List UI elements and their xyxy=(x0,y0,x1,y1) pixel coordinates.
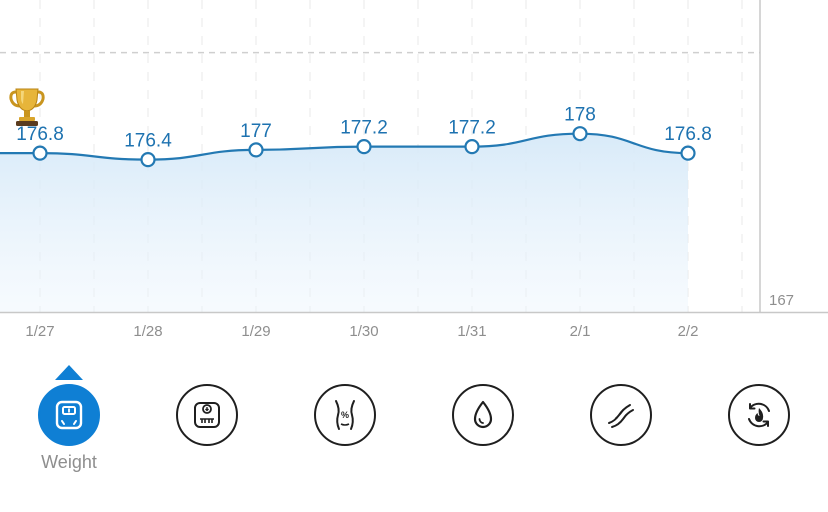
value-label: 176.8 xyxy=(16,124,64,145)
value-label: 177.2 xyxy=(340,118,388,139)
muscle-metric-button[interactable] xyxy=(590,384,652,446)
x-tick-label: 1/28 xyxy=(133,323,162,340)
weight-area xyxy=(0,133,688,312)
svg-text:%: % xyxy=(341,410,349,420)
x-tick-label: 2/1 xyxy=(570,323,591,340)
selected-metric-label: Weight xyxy=(41,452,97,472)
trophy-icon xyxy=(9,88,45,126)
x-tick-label: 1/30 xyxy=(349,323,378,340)
selected-indicator xyxy=(55,365,83,380)
data-point xyxy=(32,145,48,161)
value-label: 176.4 xyxy=(124,131,172,152)
body-fat-metric-button[interactable]: % xyxy=(314,384,376,446)
bmr-metric-button[interactable] xyxy=(176,384,238,446)
bmr-scale-icon xyxy=(194,402,220,428)
data-points xyxy=(32,126,696,168)
value-label: 176.8 xyxy=(664,124,712,145)
muscle-icon xyxy=(608,404,634,428)
weight-trend-chart: 176.8 176.4 177 177.2 177.2 178 176.8 167 1/27… xyxy=(0,0,828,340)
x-tick-label: 2/2 xyxy=(678,323,699,340)
water-drop-icon xyxy=(473,400,493,429)
data-point xyxy=(680,145,696,161)
x-axis-labels: 1/27 1/28 1/29 1/30 1/31 2/1 2/2 xyxy=(25,323,698,340)
body-fat-icon: % xyxy=(335,400,355,430)
metabolism-icon xyxy=(748,402,770,428)
data-point xyxy=(248,142,264,158)
data-point xyxy=(464,139,480,155)
water-metric-button[interactable] xyxy=(452,384,514,446)
x-tick-label: 1/29 xyxy=(241,323,270,340)
metabolism-metric-button[interactable] xyxy=(728,384,790,446)
value-label: 177 xyxy=(240,121,272,142)
value-label: 178 xyxy=(564,105,596,126)
x-tick-label: 1/31 xyxy=(457,323,486,340)
value-labels: 176.8 176.4 177 177.2 177.2 178 176.8 xyxy=(16,105,712,152)
data-point xyxy=(356,139,372,155)
y-axis-min-label: 167 xyxy=(769,292,794,309)
weight-scale-icon xyxy=(55,400,83,430)
metric-selector: Weight % xyxy=(0,360,828,510)
value-label: 177.2 xyxy=(448,118,496,139)
data-point xyxy=(572,126,588,142)
weight-metric-button[interactable] xyxy=(38,384,100,446)
data-point xyxy=(140,152,156,168)
x-tick-label: 1/27 xyxy=(25,323,54,340)
